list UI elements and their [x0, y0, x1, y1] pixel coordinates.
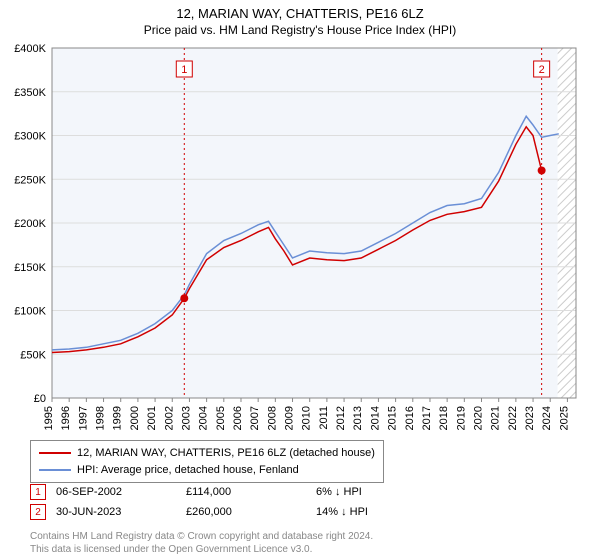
svg-text:2012: 2012 [335, 406, 347, 430]
svg-text:2005: 2005 [215, 406, 227, 430]
sale-price: £260,000 [186, 506, 306, 518]
svg-text:2000: 2000 [129, 406, 141, 430]
svg-text:£50K: £50K [20, 349, 46, 361]
chart-title: 12, MARIAN WAY, CHATTERIS, PE16 6LZ [0, 0, 600, 23]
svg-text:2006: 2006 [232, 406, 244, 430]
sale-delta: 6% ↓ HPI [316, 486, 436, 498]
svg-text:2004: 2004 [198, 406, 210, 430]
svg-text:2017: 2017 [421, 406, 433, 430]
svg-text:2013: 2013 [352, 406, 364, 430]
sale-row: 2 30-JUN-2023 £260,000 14% ↓ HPI [30, 504, 436, 520]
legend-swatch [39, 469, 71, 471]
sale-badge: 2 [30, 504, 46, 520]
svg-text:£400K: £400K [14, 43, 46, 55]
legend-item: HPI: Average price, detached house, Fenl… [39, 462, 375, 479]
sale-price: £114,000 [186, 486, 306, 498]
svg-text:2019: 2019 [455, 406, 467, 430]
svg-text:2010: 2010 [301, 406, 313, 430]
svg-text:£250K: £250K [14, 174, 46, 186]
svg-text:2002: 2002 [163, 406, 175, 430]
svg-text:1: 1 [181, 64, 187, 76]
svg-text:2022: 2022 [507, 406, 519, 430]
svg-text:2003: 2003 [180, 406, 192, 430]
svg-text:1999: 1999 [112, 406, 124, 430]
sale-date: 06-SEP-2002 [56, 486, 176, 498]
svg-text:1996: 1996 [60, 406, 72, 430]
svg-text:2014: 2014 [369, 406, 381, 430]
legend-label: HPI: Average price, detached house, Fenl… [77, 462, 299, 479]
svg-text:1998: 1998 [95, 406, 107, 430]
legend-swatch [39, 452, 71, 454]
svg-text:2009: 2009 [284, 406, 296, 430]
legend-label: 12, MARIAN WAY, CHATTERIS, PE16 6LZ (det… [77, 445, 375, 462]
footer-attribution: Contains HM Land Registry data © Crown c… [30, 530, 373, 556]
svg-text:2025: 2025 [558, 406, 570, 430]
svg-text:£150K: £150K [14, 262, 46, 274]
sale-date: 30-JUN-2023 [56, 506, 176, 518]
sale-row: 1 06-SEP-2002 £114,000 6% ↓ HPI [30, 484, 436, 500]
svg-text:£350K: £350K [14, 87, 46, 99]
line-chart: £0 £50K £100K £150K £200K £250K £300K £350K £400… [0, 42, 600, 438]
svg-text:2018: 2018 [438, 406, 450, 430]
svg-text:1995: 1995 [43, 406, 55, 430]
sale-badge: 1 [30, 484, 46, 500]
svg-text:2007: 2007 [249, 406, 261, 430]
svg-text:2001: 2001 [146, 406, 158, 430]
svg-text:2020: 2020 [473, 406, 485, 430]
svg-text:2008: 2008 [266, 406, 278, 430]
svg-text:2: 2 [539, 64, 545, 76]
footer-line: Contains HM Land Registry data © Crown c… [30, 530, 373, 543]
svg-text:1997: 1997 [77, 406, 89, 430]
footer-line: This data is licensed under the Open Gov… [30, 543, 373, 556]
sale-delta: 14% ↓ HPI [316, 506, 436, 518]
svg-text:£100K: £100K [14, 306, 46, 318]
svg-text:2011: 2011 [318, 406, 330, 430]
svg-text:2015: 2015 [387, 406, 399, 430]
svg-text:£0: £0 [34, 393, 46, 405]
svg-text:2016: 2016 [404, 406, 416, 430]
svg-text:2024: 2024 [541, 406, 553, 430]
svg-text:£200K: £200K [14, 218, 46, 230]
legend-item: 12, MARIAN WAY, CHATTERIS, PE16 6LZ (det… [39, 445, 375, 462]
legend: 12, MARIAN WAY, CHATTERIS, PE16 6LZ (det… [30, 440, 384, 483]
svg-text:2023: 2023 [524, 406, 536, 430]
svg-text:£300K: £300K [14, 131, 46, 143]
svg-text:2021: 2021 [490, 406, 502, 430]
chart-area: £0 £50K £100K £150K £200K £250K £300K £350K £400… [0, 42, 600, 438]
chart-subtitle: Price paid vs. HM Land Registry's House … [0, 23, 600, 37]
